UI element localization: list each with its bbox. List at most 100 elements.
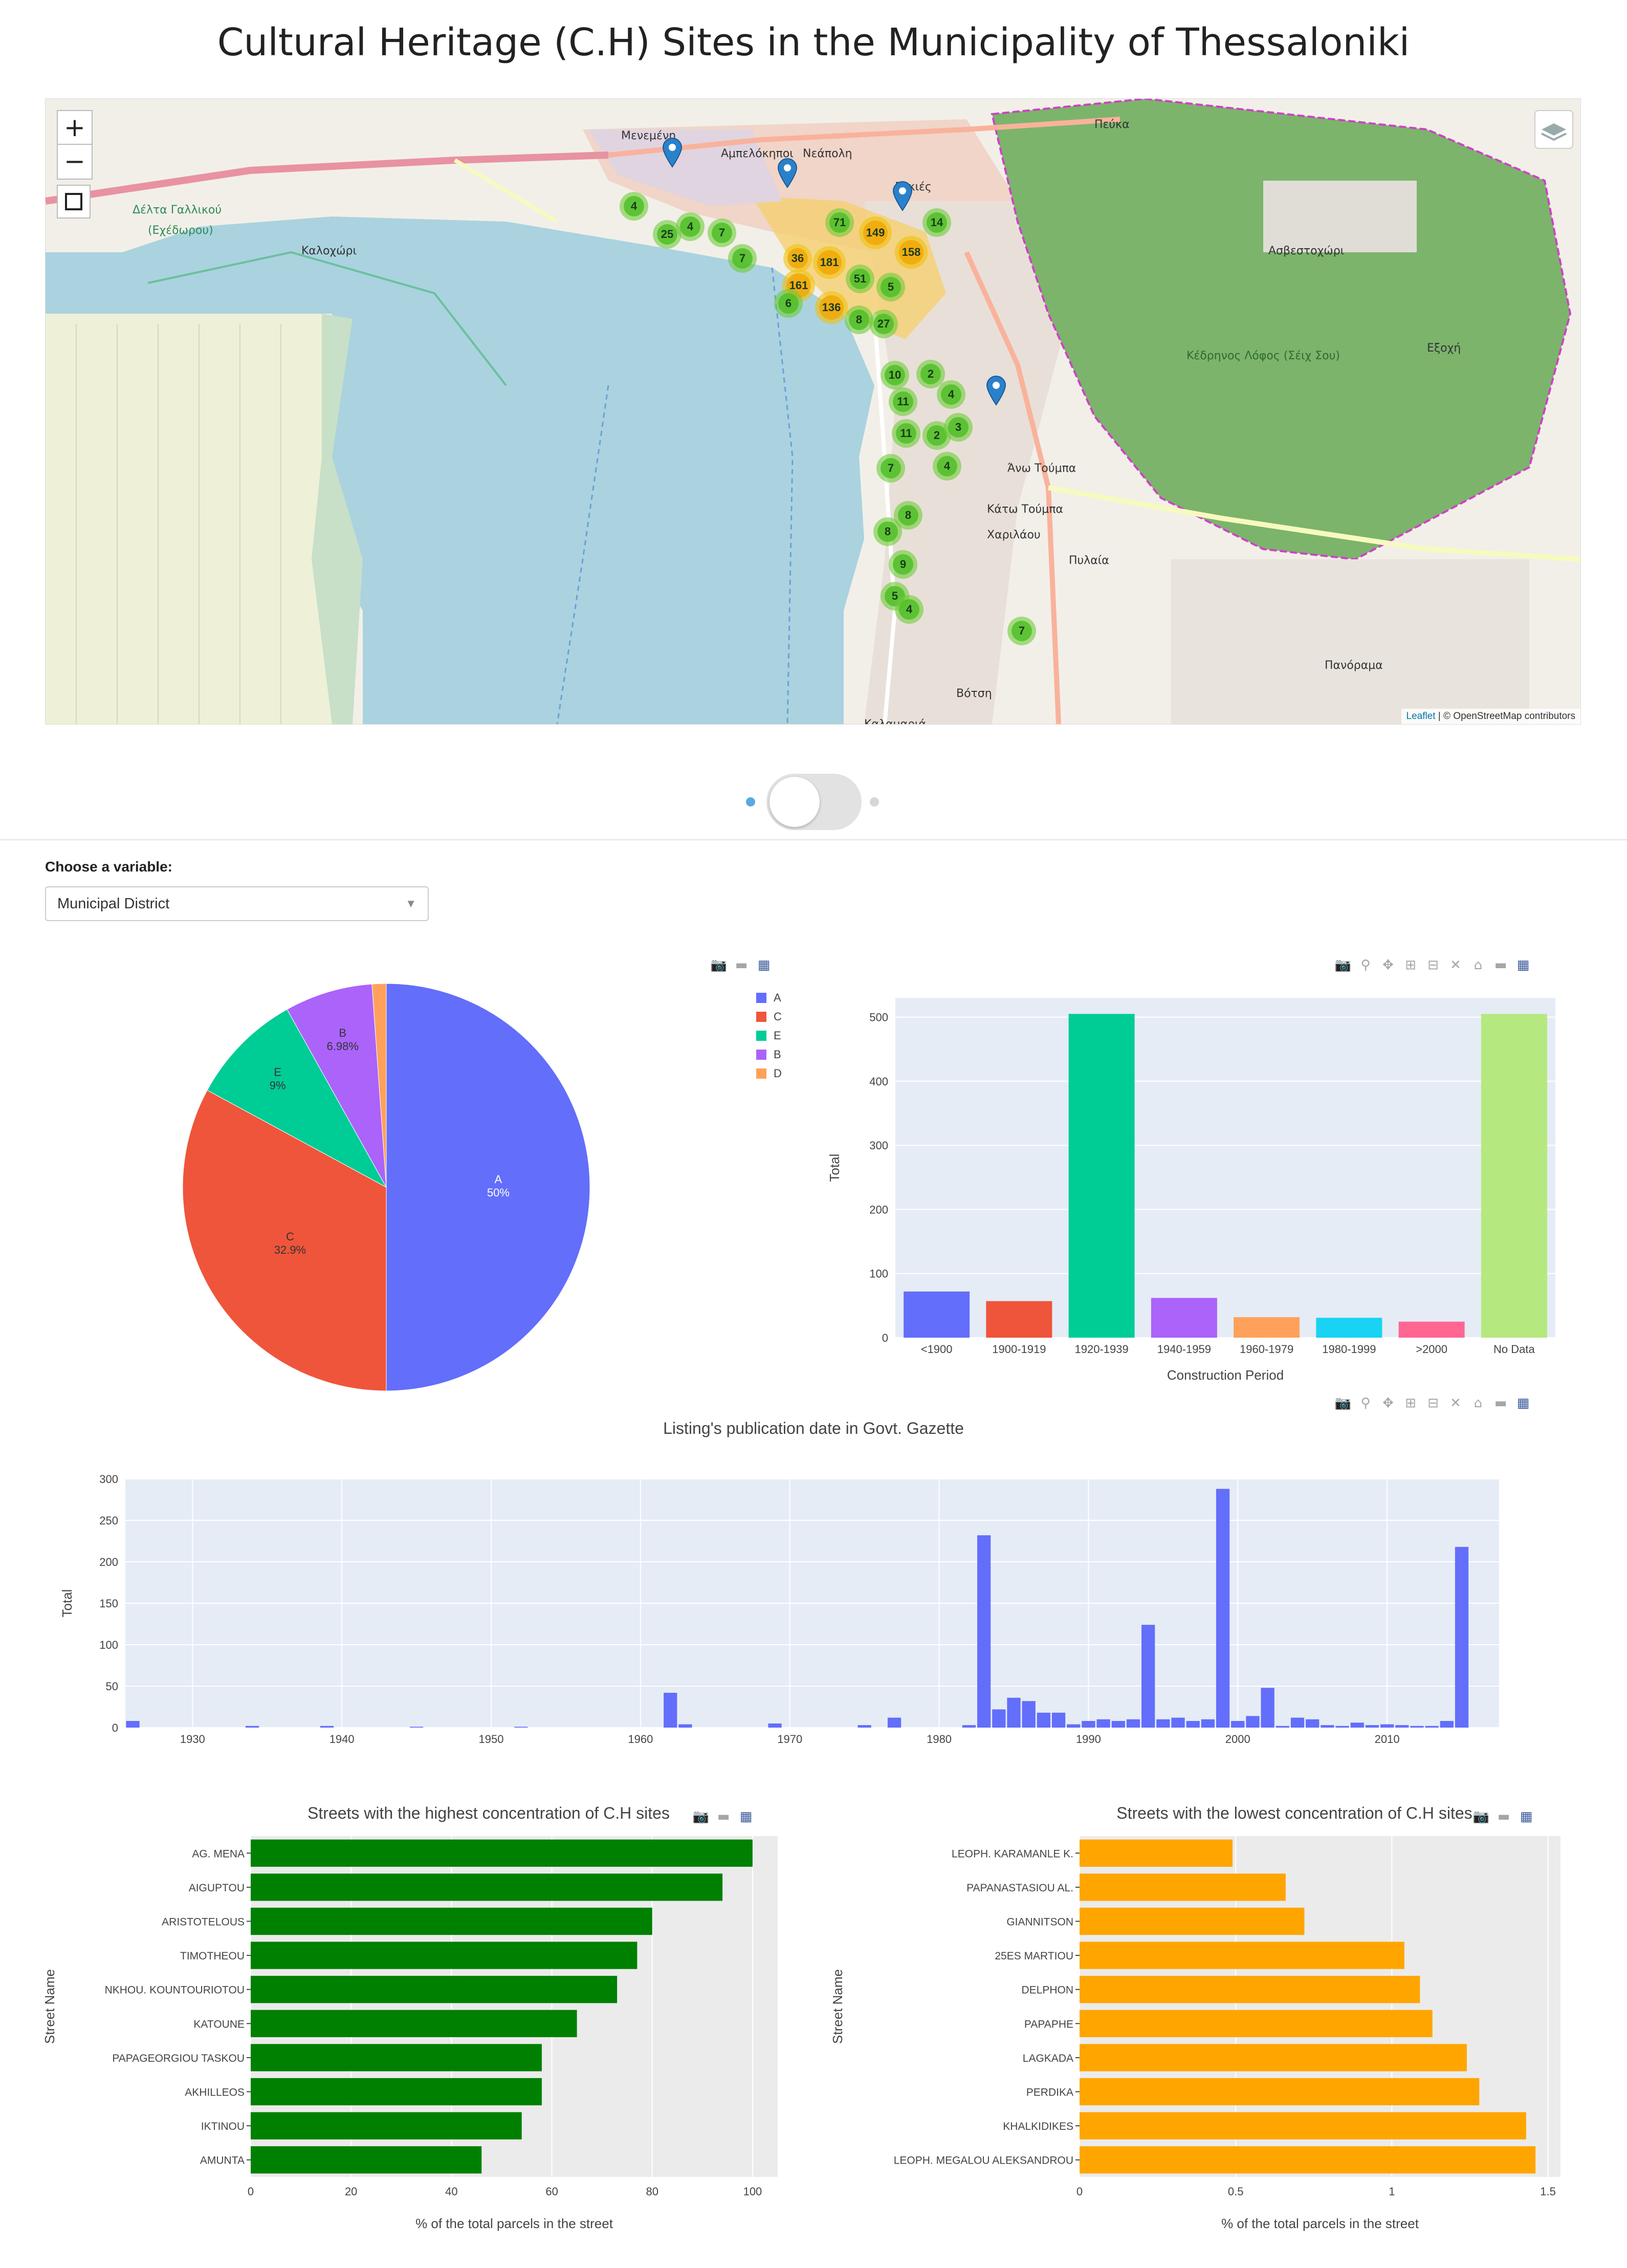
bar-1996[interactable]	[1171, 1717, 1185, 1728]
view-toggle-switch[interactable]	[766, 774, 862, 830]
bar-2006[interactable]	[1321, 1725, 1334, 1728]
zoom-icon[interactable]: ⚲	[1360, 1395, 1371, 1411]
map-marker-icon[interactable]	[777, 158, 798, 188]
camera-icon[interactable]: 📷	[710, 957, 728, 973]
zoom-out-button[interactable]: −	[57, 144, 93, 180]
bar-4[interactable]	[251, 1976, 618, 2003]
bar-1999[interactable]	[1216, 1489, 1230, 1728]
zoom-out-icon[interactable]: ⊟	[1427, 1395, 1439, 1411]
pan-icon[interactable]: ✥	[1382, 957, 1394, 973]
bar-1977[interactable]	[887, 1717, 902, 1728]
layers-button[interactable]	[1534, 110, 1573, 149]
marker-cluster[interactable]: 4	[933, 452, 961, 481]
lowest-streets-chart[interactable]: Streets with the lowest concentration of…	[819, 1791, 1586, 2241]
bar-1997[interactable]	[1186, 1721, 1200, 1728]
bar-2010[interactable]	[1380, 1724, 1394, 1728]
bar-9[interactable]	[251, 2146, 482, 2174]
bar-1969[interactable]	[768, 1723, 782, 1728]
variable-dropdown[interactable]: Municipal District ▼	[45, 886, 429, 921]
bar-0[interactable]	[1080, 1839, 1233, 1867]
bar-2014[interactable]	[1440, 1721, 1454, 1728]
marker-cluster[interactable]: 36	[783, 244, 812, 273]
marker-cluster[interactable]: 7	[728, 244, 757, 273]
hover-compare-icon[interactable]: ▬	[735, 957, 748, 973]
plotly-logo-icon[interactable]: ▦	[739, 1809, 753, 1824]
bar-7[interactable]	[1080, 2078, 1480, 2106]
map-marker-icon[interactable]	[986, 375, 1006, 406]
marker-cluster[interactable]: 7	[708, 219, 736, 247]
map-marker-icon[interactable]	[662, 137, 683, 168]
marker-cluster[interactable]: 4	[937, 380, 965, 409]
leaflet-link[interactable]: Leaflet	[1406, 711, 1436, 722]
marker-cluster[interactable]: 5	[876, 273, 905, 301]
bar-1939[interactable]	[320, 1726, 334, 1728]
camera-icon[interactable]: 📷	[1334, 957, 1352, 973]
marker-cluster[interactable]: 7	[876, 454, 905, 483]
marker-cluster[interactable]: 181	[813, 246, 846, 279]
bar-2001[interactable]	[1246, 1716, 1260, 1728]
camera-icon[interactable]: 📷	[1334, 1395, 1352, 1411]
marker-cluster[interactable]: 4	[895, 595, 924, 624]
bar-9[interactable]	[1080, 2146, 1536, 2174]
pie-slice-e[interactable]	[207, 1009, 387, 1188]
zoom-icon[interactable]: ⚲	[1360, 957, 1371, 973]
marker-cluster[interactable]: 8	[845, 306, 873, 334]
marker-cluster[interactable]: 14	[922, 208, 951, 237]
bar-2004[interactable]	[1290, 1717, 1305, 1728]
marker-cluster[interactable]: 2	[916, 360, 945, 388]
bar-5[interactable]	[1080, 2010, 1433, 2037]
bar-1[interactable]	[251, 1873, 723, 1901]
bar-2008[interactable]	[1350, 1722, 1364, 1728]
bar-4[interactable]	[1080, 1976, 1420, 2003]
pie-slice-a[interactable]	[386, 983, 590, 1391]
bar-7[interactable]	[1481, 1014, 1547, 1338]
bar-1992[interactable]	[1111, 1721, 1125, 1728]
marker-cluster[interactable]: 149	[859, 216, 892, 249]
bar-1994[interactable]	[1141, 1625, 1155, 1728]
marker-cluster[interactable]: 51	[846, 265, 874, 293]
zoom-in-button[interactable]: +	[57, 110, 93, 146]
bar-2002[interactable]	[1261, 1688, 1274, 1728]
bar-1990[interactable]	[1082, 1721, 1095, 1728]
marker-cluster[interactable]: 136	[815, 291, 848, 324]
marker-cluster[interactable]: 71	[825, 208, 854, 237]
bar-1984[interactable]	[992, 1709, 1006, 1728]
bar-4[interactable]	[1234, 1317, 1300, 1338]
reset-axes-icon[interactable]: ⌂	[1474, 957, 1483, 973]
construction-period-chart[interactable]: 0 100 200 300 400 500 <1900 1900-1919 1920-1939 1…	[808, 972, 1576, 1402]
pie-slice-b[interactable]	[287, 984, 387, 1188]
marker-cluster[interactable]: 6	[774, 289, 803, 318]
bar-1975[interactable]	[858, 1725, 871, 1728]
marker-cluster[interactable]: 11	[892, 419, 920, 448]
bar-1952[interactable]	[514, 1727, 528, 1728]
bar-1962[interactable]	[664, 1692, 677, 1728]
toggle-knob[interactable]	[769, 777, 820, 827]
zoom-out-icon[interactable]: ⊟	[1427, 957, 1439, 973]
plotly-logo-icon[interactable]: ▦	[1520, 1809, 1533, 1824]
bar-5[interactable]	[251, 2010, 577, 2037]
bar-3[interactable]	[251, 1942, 637, 1969]
bar-0[interactable]	[904, 1291, 970, 1338]
bar-1926[interactable]	[126, 1721, 140, 1728]
bar-1986[interactable]	[1022, 1701, 1036, 1728]
marker-cluster[interactable]: 8	[894, 501, 922, 530]
map-marker-icon[interactable]	[892, 181, 913, 211]
bar-1983[interactable]	[977, 1535, 991, 1728]
autoscale-icon[interactable]: ✕	[1450, 1395, 1461, 1411]
plotly-logo-icon[interactable]: ▦	[1516, 957, 1530, 973]
bar-3[interactable]	[1151, 1298, 1217, 1338]
reset-axes-icon[interactable]: ⌂	[1474, 1395, 1483, 1411]
bar-2012[interactable]	[1410, 1726, 1424, 1728]
bar-1945[interactable]	[409, 1727, 424, 1728]
plotly-logo-icon[interactable]: ▦	[757, 957, 771, 973]
bar-2005[interactable]	[1306, 1719, 1320, 1728]
bar-2[interactable]	[1068, 1014, 1135, 1338]
bar-2[interactable]	[251, 1907, 652, 1935]
hover-compare-icon[interactable]: ▬	[717, 1809, 730, 1824]
marker-cluster[interactable]: 161	[782, 269, 815, 302]
bar-2000[interactable]	[1231, 1721, 1245, 1728]
zoom-in-icon[interactable]: ⊞	[1405, 957, 1416, 973]
plotly-logo-icon[interactable]: ▦	[1516, 1395, 1530, 1411]
bar-6[interactable]	[1080, 2044, 1467, 2071]
